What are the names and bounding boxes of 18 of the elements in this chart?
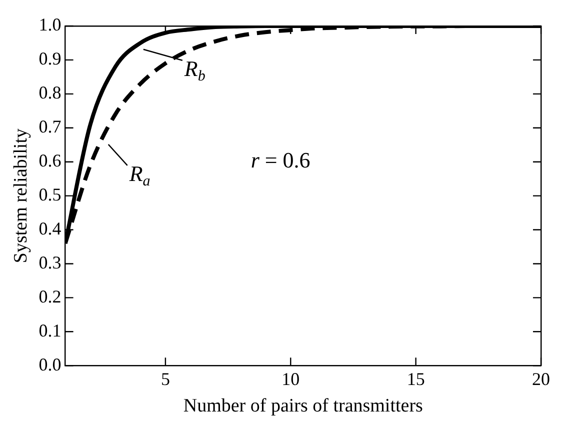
y-tick-label: 1.0: [38, 14, 62, 35]
x-tick-label: 20: [532, 369, 550, 390]
x-tick-label: 15: [406, 369, 425, 390]
x-tick-label: 10: [282, 369, 300, 390]
y-tick-label: 0.0: [38, 354, 62, 374]
x-tick-label: 5: [160, 369, 170, 390]
y-axis-title: System reliability: [10, 128, 32, 264]
y-tick-label: 0.7: [38, 116, 62, 137]
y-tick-label: 0.4: [38, 218, 62, 238]
y-tick-label: 0.5: [38, 184, 62, 205]
y-tick-label: 0.9: [38, 48, 62, 69]
y-tick-label: 0.1: [38, 320, 62, 340]
x-axis-title: Number of pairs of transmitters: [183, 396, 423, 417]
y-tick-label: 0.3: [38, 252, 62, 272]
y-tick-label: 0.6: [38, 150, 62, 171]
annotation: r = 0.6: [250, 148, 310, 173]
y-tick-label: 0.2: [38, 286, 62, 306]
y-tick-label: 0.8: [38, 82, 62, 103]
